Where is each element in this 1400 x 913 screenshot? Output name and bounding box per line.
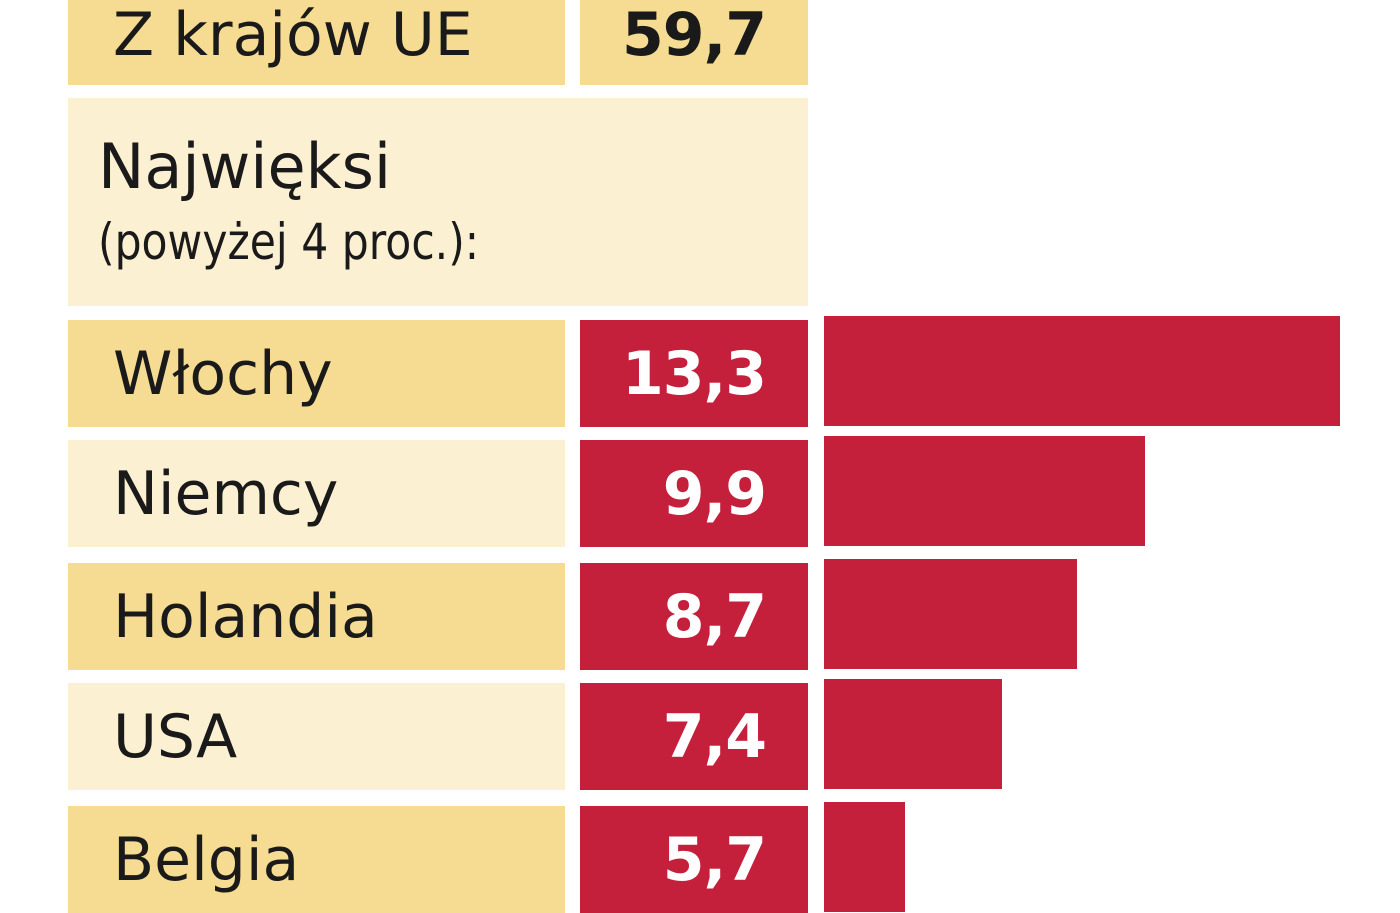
eu-row-label: Z krajów UE xyxy=(68,0,565,85)
section-header: Najwięksi (powyżej 4 proc.): xyxy=(68,98,808,306)
bar xyxy=(824,802,905,912)
bar xyxy=(824,559,1077,669)
category-label: Niemcy xyxy=(68,440,565,547)
bar xyxy=(824,316,1340,426)
header-line2: (powyżej 4 proc.): xyxy=(98,213,480,271)
category-label: Holandia xyxy=(68,563,565,670)
category-label: USA xyxy=(68,683,565,790)
header-line1: Najwięksi xyxy=(98,130,392,203)
bar xyxy=(824,436,1145,546)
category-label: Włochy xyxy=(68,320,565,427)
category-label: Belgia xyxy=(68,806,565,913)
value-label: 9,9 xyxy=(580,440,808,547)
value-label: 8,7 xyxy=(580,563,808,670)
value-label: 7,4 xyxy=(580,683,808,790)
bar xyxy=(824,679,1002,789)
value-label: 5,7 xyxy=(580,806,808,913)
eu-row-value: 59,7 xyxy=(580,0,808,85)
value-label: 13,3 xyxy=(580,320,808,427)
